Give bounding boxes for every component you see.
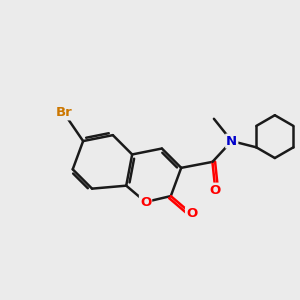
Text: O: O: [210, 184, 221, 196]
Text: Br: Br: [56, 106, 72, 119]
Text: O: O: [140, 196, 151, 208]
Text: N: N: [226, 135, 237, 148]
Text: O: O: [186, 207, 197, 220]
